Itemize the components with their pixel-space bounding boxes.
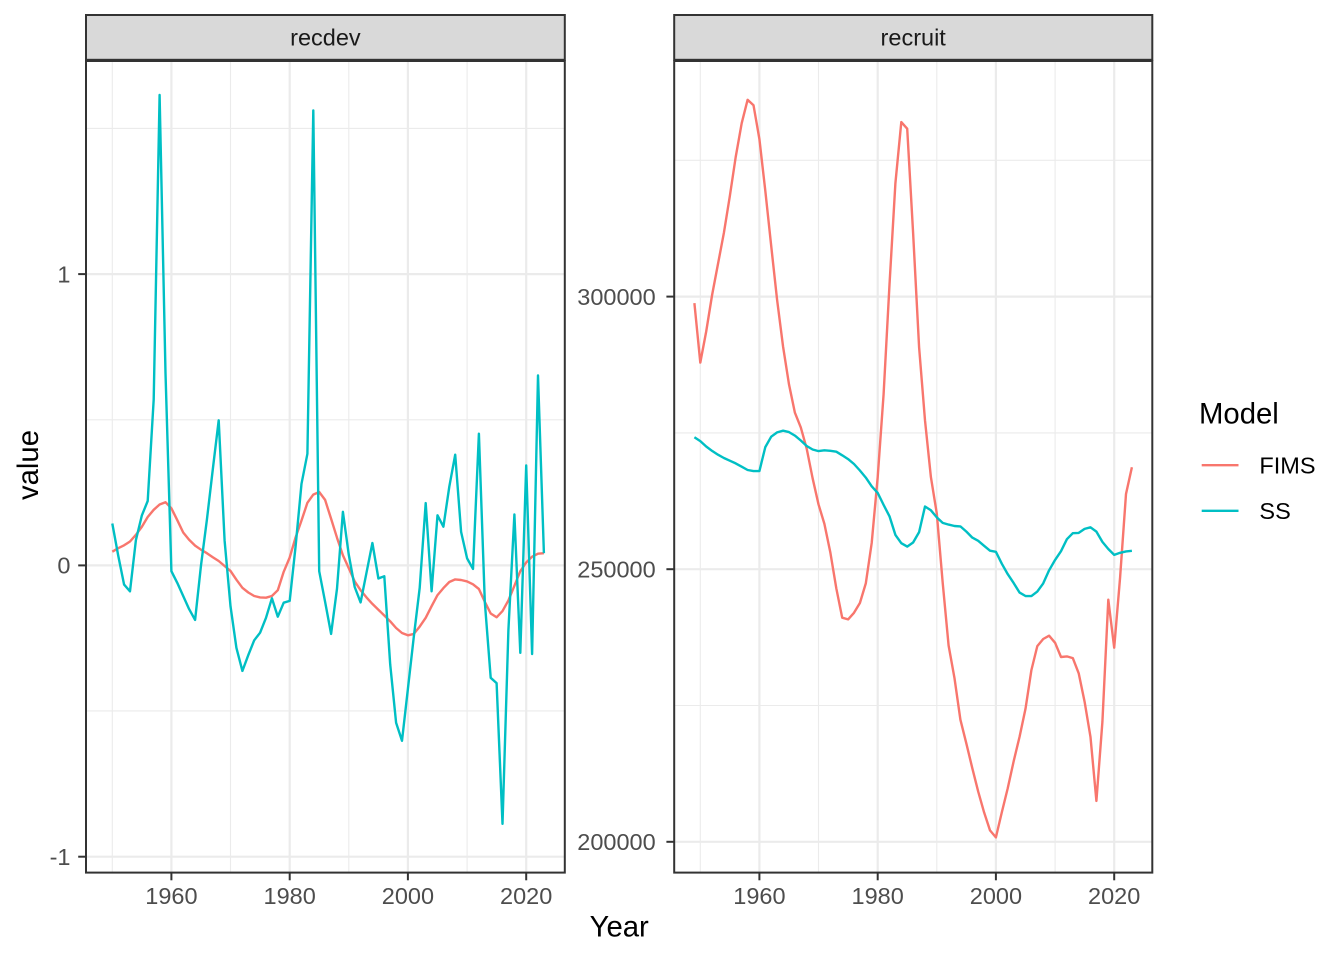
svg-text:2000: 2000	[970, 883, 1022, 909]
svg-text:2000: 2000	[382, 883, 434, 909]
svg-text:0: 0	[57, 553, 70, 579]
svg-text:value: value	[12, 430, 45, 500]
svg-text:250000: 250000	[577, 556, 655, 582]
svg-text:1960: 1960	[733, 883, 785, 909]
svg-text:1: 1	[57, 261, 70, 287]
svg-text:FIMS: FIMS	[1259, 453, 1315, 479]
svg-text:2020: 2020	[500, 883, 552, 909]
svg-text:300000: 300000	[577, 284, 655, 310]
svg-text:recdev: recdev	[290, 25, 361, 51]
svg-text:200000: 200000	[577, 829, 655, 855]
svg-text:1960: 1960	[145, 883, 197, 909]
svg-text:2020: 2020	[1088, 883, 1140, 909]
svg-text:1980: 1980	[264, 883, 316, 909]
svg-text:Model: Model	[1199, 398, 1279, 431]
svg-text:-1: -1	[50, 844, 71, 870]
svg-text:recruit: recruit	[881, 25, 947, 51]
svg-text:Year: Year	[590, 911, 649, 944]
svg-text:SS: SS	[1259, 498, 1290, 524]
svg-text:1980: 1980	[852, 883, 904, 909]
